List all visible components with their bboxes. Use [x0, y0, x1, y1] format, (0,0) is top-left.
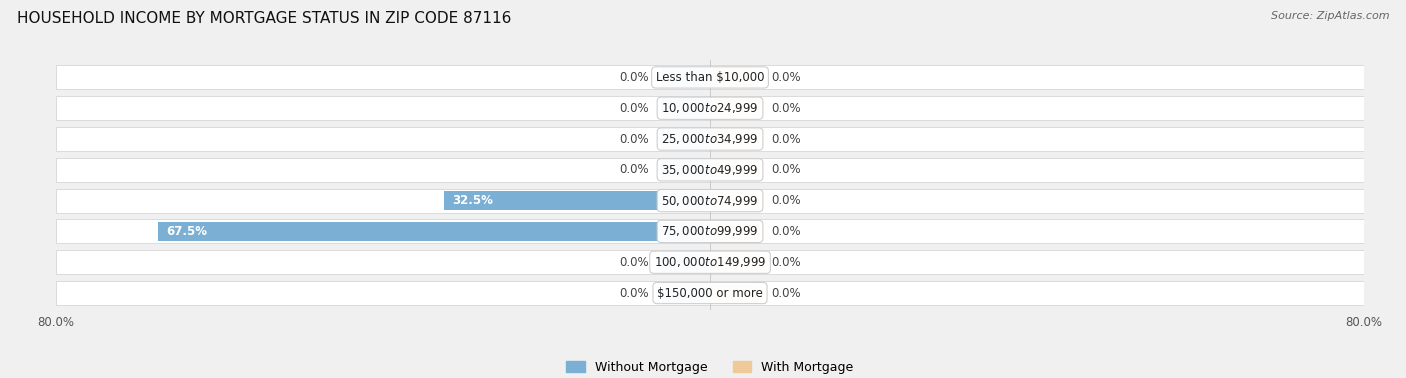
Text: 0.0%: 0.0%	[619, 256, 648, 269]
Bar	[710, 129, 759, 149]
Text: 0.0%: 0.0%	[619, 102, 648, 115]
Bar	[56, 65, 1364, 90]
Text: 0.0%: 0.0%	[772, 133, 801, 146]
Bar	[710, 160, 759, 180]
Text: $50,000 to $74,999: $50,000 to $74,999	[661, 194, 759, 208]
Bar	[710, 68, 759, 87]
Text: 0.0%: 0.0%	[772, 71, 801, 84]
Text: $75,000 to $99,999: $75,000 to $99,999	[661, 225, 759, 239]
Text: $150,000 or more: $150,000 or more	[657, 287, 763, 299]
Text: 0.0%: 0.0%	[772, 194, 801, 207]
Text: 32.5%: 32.5%	[453, 194, 494, 207]
Text: 0.0%: 0.0%	[772, 287, 801, 299]
Bar	[710, 283, 759, 303]
Text: $100,000 to $149,999: $100,000 to $149,999	[654, 255, 766, 269]
Text: 0.0%: 0.0%	[772, 225, 801, 238]
Bar	[710, 191, 759, 211]
Text: 0.0%: 0.0%	[772, 163, 801, 176]
Bar	[56, 189, 1364, 213]
Bar	[444, 191, 710, 211]
Bar	[710, 253, 759, 272]
Text: $25,000 to $34,999: $25,000 to $34,999	[661, 132, 759, 146]
Bar	[710, 222, 759, 241]
Bar	[661, 98, 710, 118]
Bar	[661, 129, 710, 149]
Text: 67.5%: 67.5%	[166, 225, 208, 238]
Text: 0.0%: 0.0%	[619, 133, 648, 146]
Bar	[159, 222, 710, 241]
Text: 0.0%: 0.0%	[619, 287, 648, 299]
Bar	[56, 219, 1364, 243]
Text: HOUSEHOLD INCOME BY MORTGAGE STATUS IN ZIP CODE 87116: HOUSEHOLD INCOME BY MORTGAGE STATUS IN Z…	[17, 11, 512, 26]
Bar	[56, 250, 1364, 274]
Bar	[56, 96, 1364, 120]
Bar	[56, 158, 1364, 182]
Bar	[710, 98, 759, 118]
Text: 0.0%: 0.0%	[619, 163, 648, 176]
Bar	[661, 160, 710, 180]
Text: 0.0%: 0.0%	[772, 102, 801, 115]
Bar	[56, 127, 1364, 151]
Bar	[56, 281, 1364, 305]
Text: $35,000 to $49,999: $35,000 to $49,999	[661, 163, 759, 177]
Bar	[661, 283, 710, 303]
Bar	[661, 68, 710, 87]
Legend: Without Mortgage, With Mortgage: Without Mortgage, With Mortgage	[567, 361, 853, 373]
Text: Less than $10,000: Less than $10,000	[655, 71, 765, 84]
Bar	[661, 253, 710, 272]
Text: Source: ZipAtlas.com: Source: ZipAtlas.com	[1271, 11, 1389, 21]
Text: 0.0%: 0.0%	[619, 71, 648, 84]
Text: $10,000 to $24,999: $10,000 to $24,999	[661, 101, 759, 115]
Text: 0.0%: 0.0%	[772, 256, 801, 269]
